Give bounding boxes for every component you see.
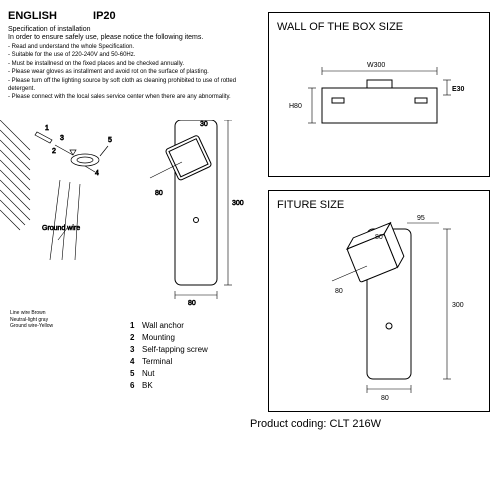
svg-text:95: 95 <box>417 215 425 222</box>
fixture-panel: FITURE SIZE 95 300 <box>268 190 490 412</box>
legend-item: 5Nut <box>130 368 208 380</box>
svg-text:2: 2 <box>52 148 56 155</box>
svg-text:1: 1 <box>45 125 49 132</box>
svg-text:300: 300 <box>452 302 464 309</box>
fixture-title: FITURE SIZE <box>277 199 481 211</box>
spec-item: Read and understand the whole Specificat… <box>8 43 258 51</box>
ip-rating: IP20 <box>93 10 116 22</box>
fixture-diagram: 95 300 80 80 80 <box>277 211 482 401</box>
legend-item: 3Self-tapping screw <box>130 344 208 356</box>
spec-item: Please connect with the local sales serv… <box>8 93 258 101</box>
legend-item: 1Wall anchor <box>130 320 208 332</box>
svg-text:300: 300 <box>232 200 244 207</box>
spec-list: Read and understand the whole Specificat… <box>8 43 258 102</box>
product-code: Product coding: CLT 216W <box>250 418 381 430</box>
svg-text:80: 80 <box>188 300 196 307</box>
spec-title: Specification of installation <box>8 26 258 33</box>
spec-item: Must be installnesd on the fixed places … <box>8 60 258 68</box>
svg-text:80: 80 <box>335 288 343 295</box>
svg-text:4: 4 <box>95 170 99 177</box>
wall-box-panel: WALL OF THE BOX SIZE W300 H80 <box>268 12 490 177</box>
product-code-value: CLT 216W <box>330 418 382 430</box>
legend-item: 6BK <box>130 380 208 392</box>
header: ENGLISH IP20 <box>8 10 258 22</box>
svg-text:80: 80 <box>381 395 389 401</box>
wall-box-diagram: W300 H80 E30 <box>277 33 482 163</box>
svg-text:H80: H80 <box>289 103 302 110</box>
spec-intro: In order to ensure safely use, please no… <box>8 34 258 41</box>
spec-item: Please turn off the lighting source by s… <box>8 77 258 94</box>
svg-text:5: 5 <box>108 137 112 144</box>
svg-text:E30: E30 <box>452 86 465 93</box>
wall-box-title: WALL OF THE BOX SIZE <box>277 21 481 33</box>
svg-text:3: 3 <box>60 135 64 142</box>
legend-item: 2Mounting <box>130 332 208 344</box>
svg-text:80: 80 <box>375 234 383 241</box>
spec-item: Please wear gloves as installment and av… <box>8 68 258 76</box>
wire-ground: Ground wire-Yellow <box>10 323 53 330</box>
wire-labels: Line wire Brown Neutral-light gray Groun… <box>10 310 53 330</box>
product-code-label: Product coding: <box>250 418 326 430</box>
legend-item: 4Terminal <box>130 356 208 368</box>
svg-text:80: 80 <box>155 190 163 197</box>
spec-item: Suitable for the use of 220-240V and 50-… <box>8 51 258 59</box>
language-label: ENGLISH <box>8 10 57 22</box>
svg-text:Ground wire: Ground wire <box>42 225 80 232</box>
svg-text:W300: W300 <box>367 62 385 69</box>
svg-text:30: 30 <box>200 121 208 128</box>
parts-legend: 1Wall anchor 2Mounting 3Self-tapping scr… <box>130 320 208 392</box>
